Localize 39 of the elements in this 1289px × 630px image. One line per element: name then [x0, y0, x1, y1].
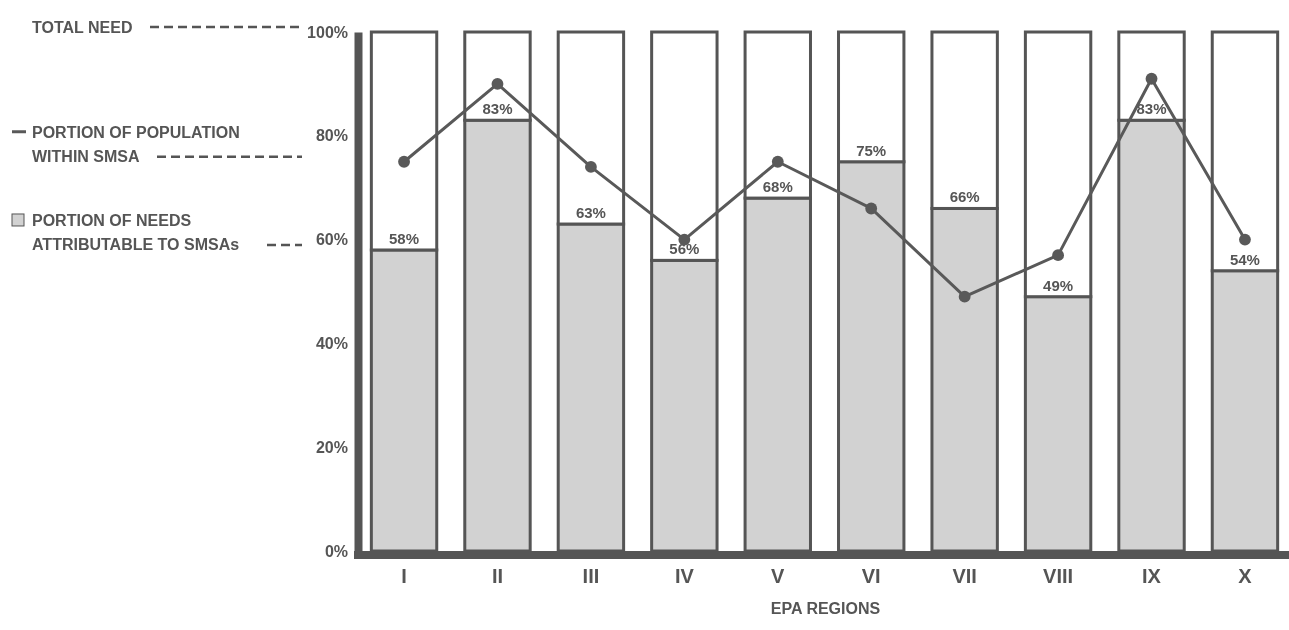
x-tick-label: IV	[674, 565, 695, 588]
legend-label: PORTION OF NEEDS ATTRIBUTABLE TO SMSAs	[32, 211, 240, 253]
point	[865, 202, 878, 215]
y-tick-label: 40%	[315, 335, 348, 353]
x-tick-label: VI	[861, 565, 881, 588]
data-label: 63%	[575, 204, 606, 222]
x-tick-label: VII	[952, 565, 977, 588]
text: TOTAL NEED	[32, 19, 133, 36]
data-label: 56%	[669, 240, 700, 258]
point	[1145, 72, 1158, 85]
data-label: 66%	[949, 188, 980, 206]
y-tick-label: 100%	[307, 23, 348, 41]
x-tick-label: I	[401, 565, 407, 588]
point	[398, 155, 410, 168]
point	[771, 155, 784, 168]
point	[585, 161, 597, 173]
x-tick-label: V	[771, 565, 786, 588]
point	[958, 290, 971, 303]
x-tick-label: II	[491, 565, 504, 588]
data-label: 83%	[1136, 100, 1167, 118]
x-tick-label: IX	[1142, 565, 1162, 588]
data-label: 83%	[482, 100, 513, 118]
y-tick-label: 0%	[324, 542, 348, 560]
y-tick-label: 80%	[315, 127, 348, 145]
data-label: 54%	[1229, 250, 1260, 268]
legend-label: PORTION OF POPULATION WITHIN SMSA	[32, 123, 240, 165]
x-tick-label: VIII	[1043, 565, 1074, 588]
point	[491, 77, 504, 90]
point	[1239, 233, 1251, 246]
point	[1052, 249, 1064, 262]
data-label: 49%	[1043, 276, 1074, 294]
y-tick-label: 20%	[315, 438, 348, 456]
x-tick-label: X	[1238, 565, 1253, 588]
data-label: 68%	[762, 178, 793, 196]
x-axis-title: EPA REGIONS	[770, 600, 881, 617]
data-label: 58%	[389, 229, 420, 247]
data-label: 75%	[856, 141, 887, 159]
y-tick-label: 60%	[315, 231, 348, 249]
x-tick-label: III	[582, 565, 600, 588]
